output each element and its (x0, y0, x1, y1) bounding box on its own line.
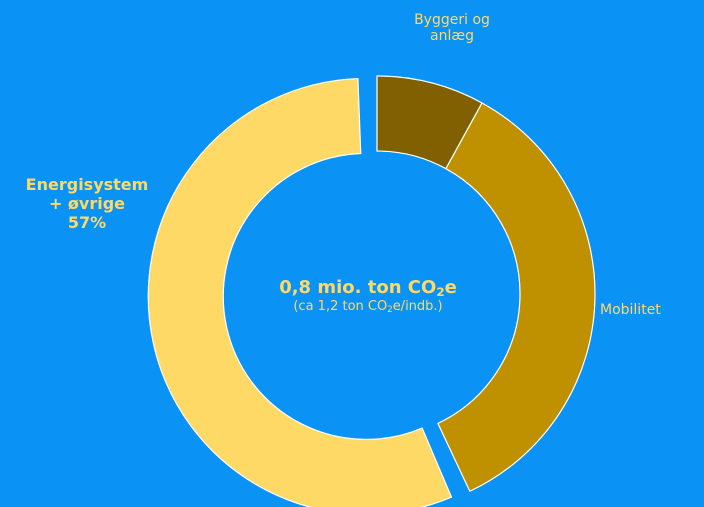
slice-label-byggeri-line-1: Byggeri og (414, 12, 490, 28)
slice-label-mobilitet-line-1: Mobilitet (600, 302, 661, 318)
donut-slice-3 (147, 77, 453, 507)
per-capita-subscript: 2 (387, 304, 393, 315)
total-emissions-prefix: 0,8 mio. ton CO (279, 277, 437, 298)
slice-label-byggeri: Byggeri og anlæg (392, 12, 512, 44)
slice-label-energisystem-line-1: Energisystem (25, 175, 149, 194)
per-capita-prefix: (ca 1,2 ton CO (293, 298, 388, 314)
donut-center-text: 0,8 mio. ton CO2e (ca 1,2 ton CO2e/indb.… (230, 278, 506, 315)
total-emissions-value: 0,8 mio. ton CO2e (230, 278, 506, 298)
per-capita-emissions: (ca 1,2 ton CO2e/indb.) (230, 299, 506, 315)
slice-label-energisystem-line-2: + øvrige (48, 194, 126, 214)
total-emissions-subscript: 2 (436, 284, 445, 299)
slice-label-energisystem-line-3: 57% (67, 213, 107, 233)
total-emissions-suffix: e (444, 277, 457, 298)
slice-label-energisystem: Energisystem + øvrige 57% (4, 175, 170, 233)
slice-label-byggeri-line-2: anlæg (430, 28, 474, 45)
donut-slice-2 (437, 102, 596, 493)
per-capita-suffix: e/indb.) (392, 298, 443, 314)
donut-slices (147, 75, 596, 507)
slice-label-mobilitet: Mobilitet (600, 302, 700, 318)
